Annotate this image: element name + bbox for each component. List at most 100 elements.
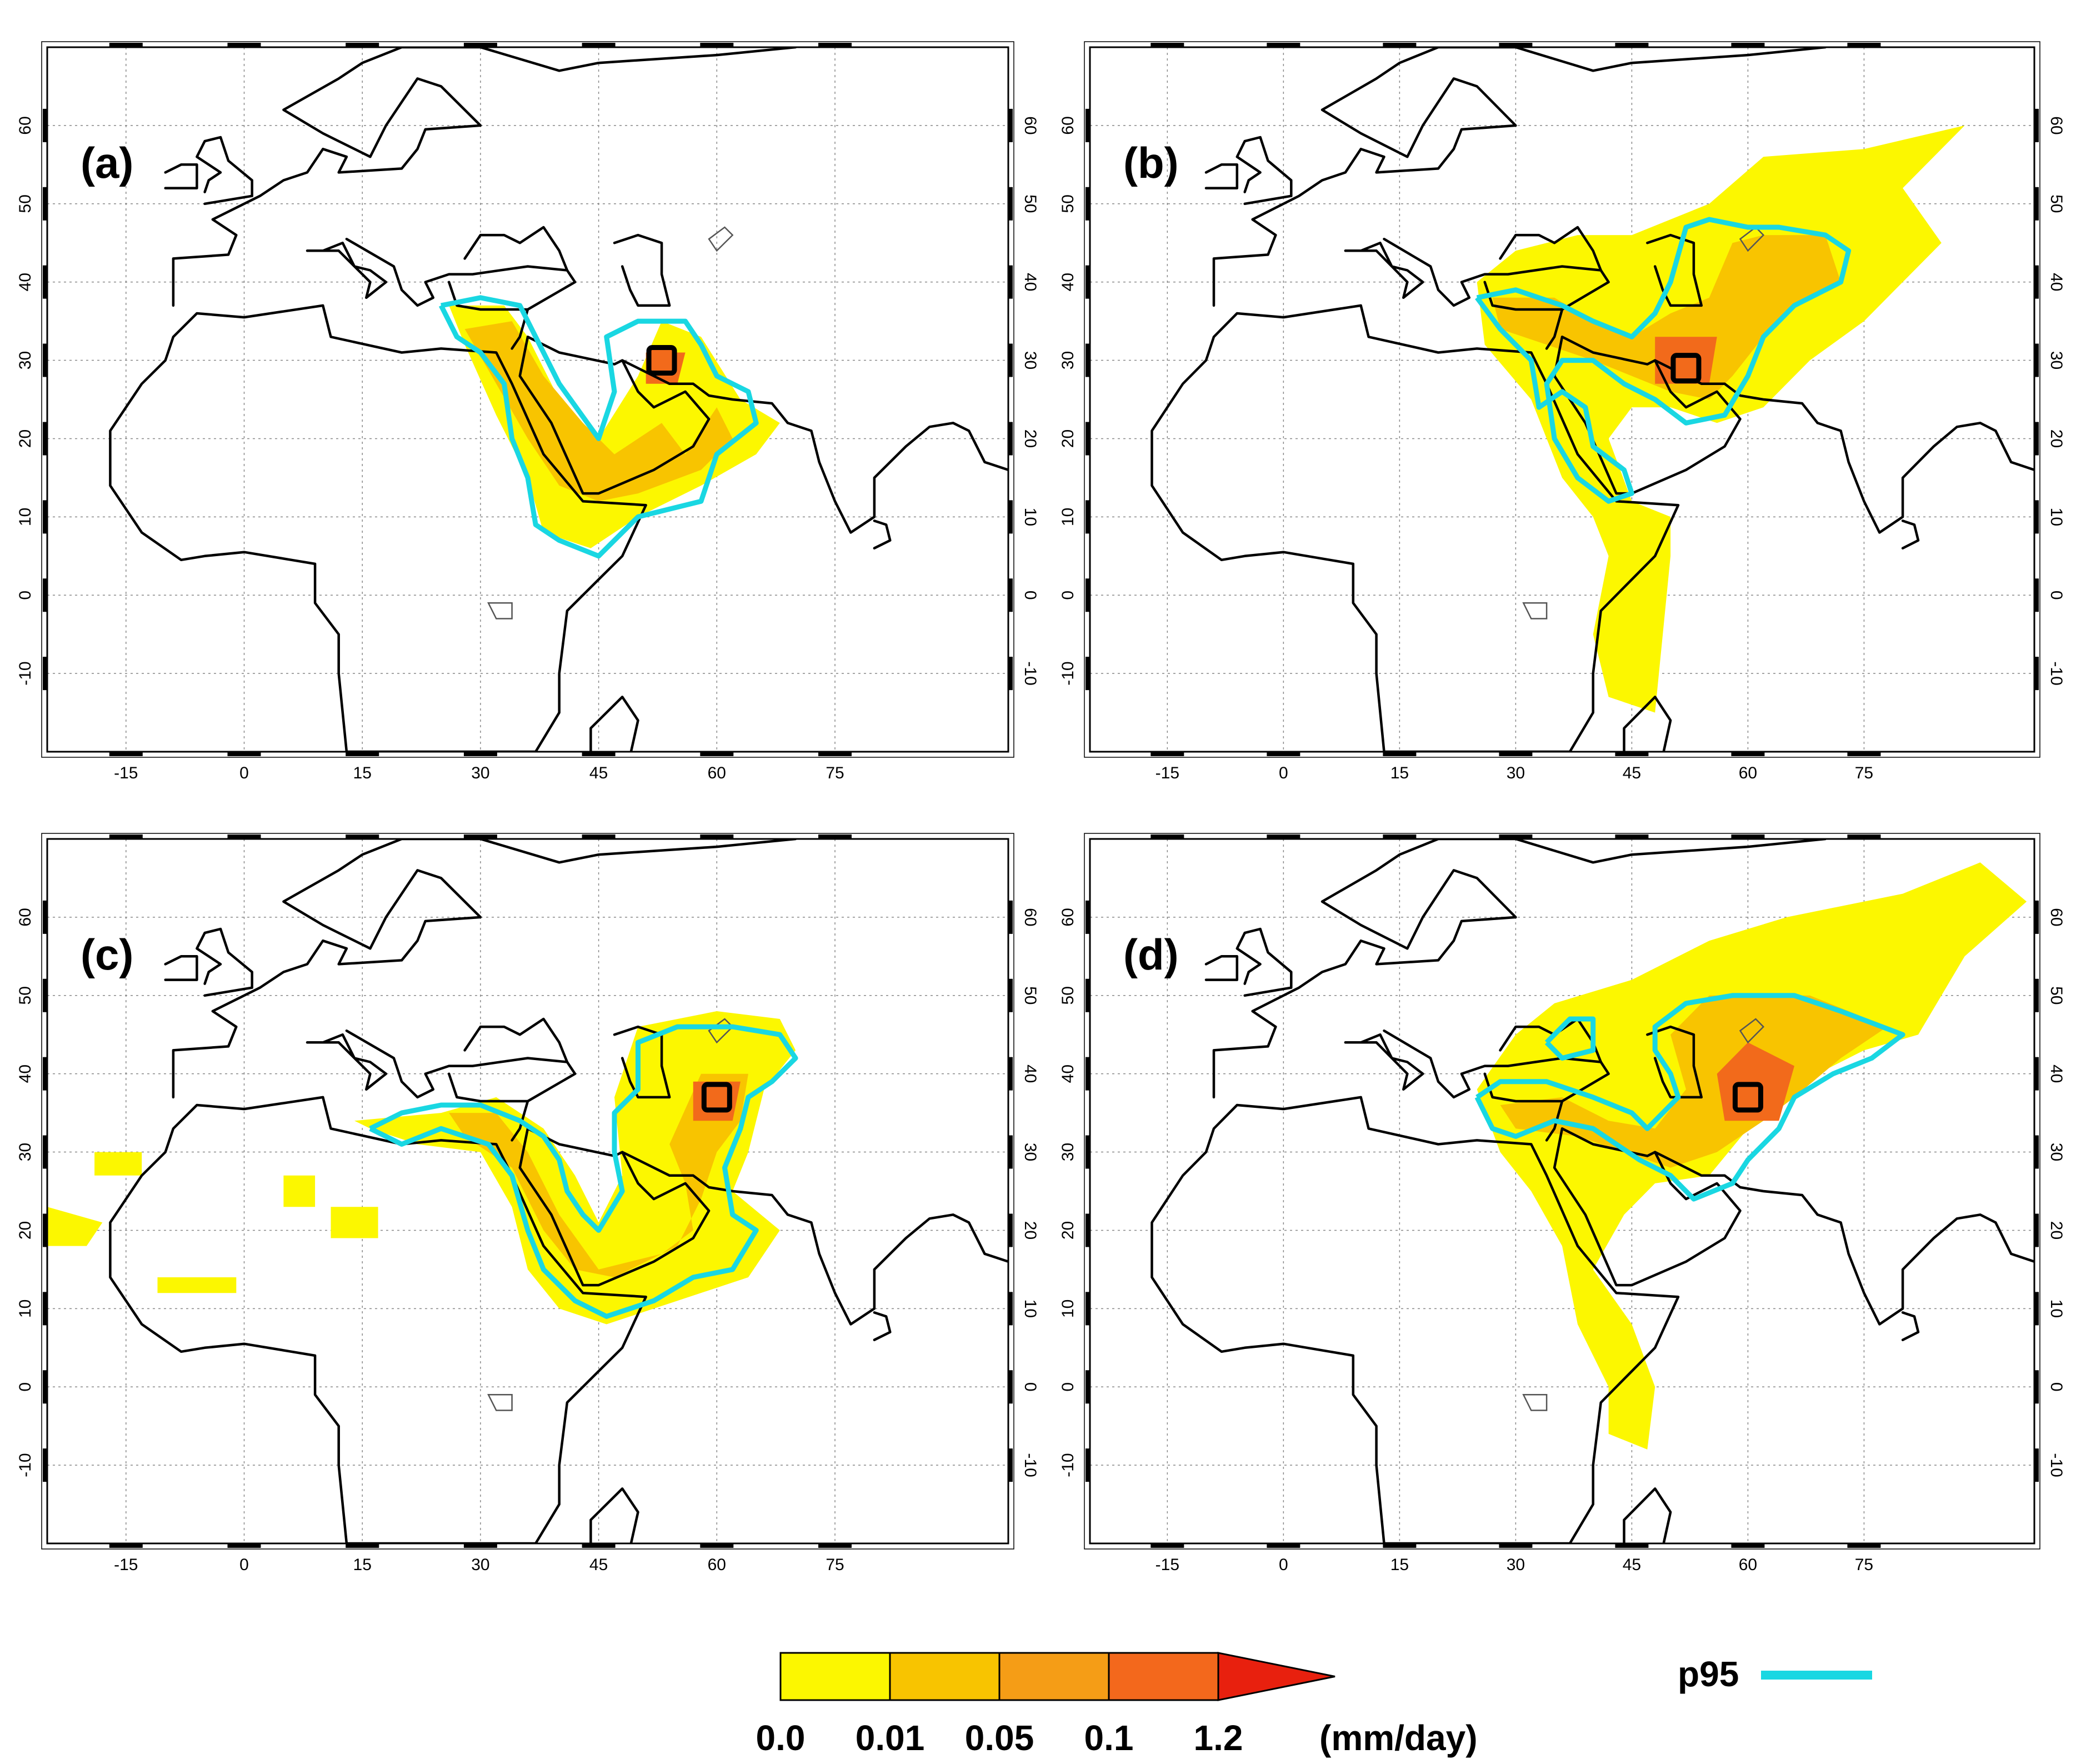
y-tick-label-right: 10 (2047, 508, 2065, 526)
x-tick-label: -15 (114, 1556, 138, 1574)
x-tick-label: 0 (239, 764, 249, 782)
coastline (1623, 1487, 1672, 1543)
coastline (1344, 1033, 1424, 1091)
y-tick-label-right: 0 (2047, 591, 2065, 600)
y-tick-label-left: 20 (1059, 429, 1077, 448)
y-tick-label-left: 40 (1059, 1065, 1077, 1083)
y-tick-label-right: 60 (2047, 116, 2065, 134)
y-tick-label-left: 30 (1059, 1143, 1077, 1161)
coastline (1553, 336, 1742, 495)
y-tick-label-right: 30 (2047, 351, 2065, 369)
y-tick-label-left: 10 (16, 508, 34, 526)
coastline (873, 519, 892, 549)
y-tick-label-right: 20 (2047, 1221, 2065, 1240)
coastline (511, 1100, 529, 1142)
coastline (463, 226, 569, 272)
precip-patch (94, 1152, 142, 1176)
y-tick-label-left: 50 (16, 986, 34, 1005)
y-tick-label-left: -10 (16, 661, 34, 685)
source-region-box (1670, 353, 1702, 384)
panel-label: (b) (1123, 138, 1179, 187)
y-tick-label-left: 60 (1059, 908, 1077, 926)
y-tick-label-left: 40 (16, 273, 34, 291)
y-tick-label-right: 40 (1021, 273, 1039, 291)
colorbar-segment (1108, 1652, 1219, 1701)
x-tick-label: 45 (589, 1556, 608, 1574)
y-tick-label-right: 60 (2047, 908, 2065, 926)
x-tick-label: -15 (114, 764, 138, 782)
y-tick-label-right: 10 (2047, 1300, 2065, 1318)
y-tick-label-right: 0 (1021, 591, 1039, 600)
coastline (1235, 927, 1293, 997)
y-tick-label-left: 30 (16, 1143, 34, 1161)
colorbar-unit: (mm/day) (1319, 1718, 1478, 1758)
y-tick-label-left: -10 (1059, 661, 1077, 685)
p95-contour (1544, 1016, 1596, 1061)
x-tick-label: 45 (1623, 764, 1641, 782)
p95-contour (1474, 993, 1905, 1202)
panel-frame (46, 46, 1009, 753)
p95-contour (438, 295, 759, 559)
x-tick-label: 45 (1623, 1556, 1641, 1574)
x-tick-label: 0 (1279, 1556, 1288, 1574)
x-tick-label: 30 (1507, 1556, 1525, 1574)
panel-frame (46, 838, 1009, 1545)
x-tick-label: 30 (471, 764, 489, 782)
y-tick-label-left: 60 (16, 116, 34, 134)
coastline (1383, 237, 1610, 311)
x-tick-label: 15 (353, 764, 372, 782)
map-panels: -15 0 15 30 45 60 75 -10 -10 0 0 10 10 20 20 30 30 40 40 50… (16, 41, 2065, 1574)
y-tick-label-left: 20 (1059, 1221, 1077, 1240)
coastline (1901, 519, 1920, 549)
map-panel: -15 0 15 30 45 60 75 -10 -10 0 0 10 10 20 20 30 30 40 40 50… (16, 833, 1039, 1574)
coastline (345, 1029, 577, 1103)
x-tick-label: -15 (1155, 764, 1179, 782)
precip-region (1492, 235, 1841, 399)
lake-outline (1522, 602, 1548, 619)
lake-outline (708, 1018, 734, 1044)
x-tick-label: 60 (1739, 1556, 1757, 1574)
y-tick-label-left: 50 (1059, 194, 1077, 213)
y-tick-label-left: 30 (16, 351, 34, 369)
y-tick-label-right: 20 (1021, 429, 1039, 448)
map-content (1090, 839, 2034, 1543)
coastline (613, 1025, 671, 1099)
map-content (1090, 47, 2034, 752)
contour-legend-label: p95 (1678, 1654, 1739, 1694)
lake-outline (1522, 1394, 1548, 1411)
y-tick-label-left: -10 (1059, 1453, 1077, 1477)
panel-frame (1089, 838, 2035, 1545)
y-tick-label-right: 20 (1021, 1221, 1039, 1240)
y-tick-label-right: 30 (2047, 1143, 2065, 1161)
y-tick-label-left: -10 (16, 1453, 34, 1477)
coastline (164, 163, 198, 189)
map-panel: -15 0 15 30 45 60 75 -10 -10 0 0 10 10 20 20 30 30 40 40 50… (1059, 833, 2065, 1574)
p95-contour (369, 1024, 798, 1319)
coastline (589, 1487, 639, 1543)
coastline (873, 1311, 892, 1341)
colorbar: 0.0 0.01 0.05 0.1 1.2 (mm/day) (756, 1652, 1478, 1758)
coastline (463, 1017, 569, 1063)
map-content (47, 839, 1008, 1543)
x-tick-label: 15 (353, 1556, 372, 1574)
coastline (1150, 304, 1680, 752)
colorbar-label: 0.05 (965, 1718, 1034, 1758)
coastline (613, 233, 671, 307)
coastline (306, 1033, 388, 1091)
lake-outline (487, 1394, 513, 1411)
coastline (1646, 1025, 1703, 1099)
y-tick-label-right: -10 (2047, 1453, 2065, 1477)
panel-frame (1089, 46, 2035, 753)
x-tick-label: 75 (826, 1556, 844, 1574)
lake-outline (708, 226, 734, 252)
colorbar-label: 0.0 (756, 1718, 806, 1758)
y-tick-label-right: 0 (2047, 1382, 2065, 1392)
panel-label: (d) (1123, 930, 1179, 979)
precip-region (1477, 862, 2027, 1450)
y-tick-label-left: 0 (1059, 1382, 1077, 1392)
colorbar-segment (889, 1652, 1001, 1701)
colorbar-segment (998, 1652, 1110, 1701)
coastline (196, 927, 253, 997)
map-panel: -15 0 15 30 45 60 75 -10 -10 0 0 10 10 20 20 30 30 40 40 50… (16, 41, 1039, 782)
